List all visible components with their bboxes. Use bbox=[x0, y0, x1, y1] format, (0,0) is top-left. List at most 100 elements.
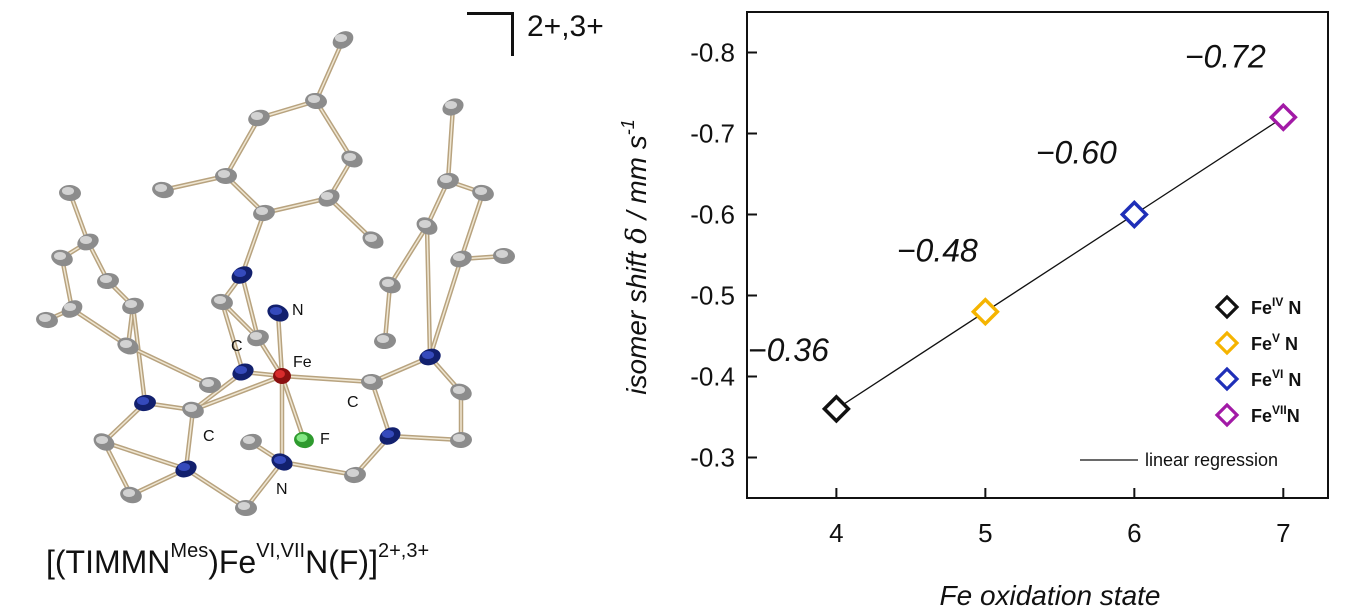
carbon-atom-highlight bbox=[63, 303, 77, 311]
regression-line bbox=[836, 116, 1284, 410]
carbon-atom-highlight bbox=[242, 436, 256, 444]
data-point-marker bbox=[821, 394, 851, 424]
carbon-atom-highlight bbox=[250, 112, 264, 120]
bond-highlight bbox=[426, 225, 431, 358]
data-point-marker bbox=[1119, 200, 1149, 229]
carbon-atom-highlight bbox=[61, 187, 75, 195]
bond-highlight bbox=[447, 106, 454, 182]
bond-highlight bbox=[281, 375, 373, 383]
data-point-marker bbox=[970, 297, 1000, 327]
atom-label-f: F bbox=[320, 431, 330, 448]
data-point-label: −0.72 bbox=[1185, 38, 1266, 74]
molecular-structure: N Fe C C C F N bbox=[36, 31, 515, 517]
carbon-atom-highlight bbox=[452, 434, 466, 442]
carbon-atom-highlight bbox=[320, 192, 334, 200]
x-tick-label: 4 bbox=[829, 518, 843, 548]
y-axis-label: isomer shift δ / mm s-1 bbox=[618, 119, 653, 395]
isomer-shift-chart: -0.3 -0.4 -0.5 -0.6 -0.7 -0.8 4 5 6 7 −0.36 −0.48… bbox=[618, 11, 1329, 611]
bond-highlight bbox=[127, 345, 211, 386]
x-tick-label: 6 bbox=[1127, 518, 1141, 548]
carbon-atom-highlight bbox=[119, 340, 133, 348]
bond-highlight bbox=[221, 301, 244, 373]
bond-highlight bbox=[460, 192, 484, 260]
carbon-atom-highlight bbox=[184, 404, 198, 412]
data-point-label: −0.60 bbox=[1036, 135, 1117, 171]
nitrogen-atom-highlight bbox=[177, 463, 191, 471]
bond-highlight bbox=[389, 225, 428, 286]
legend-entry: FeVI N bbox=[1251, 367, 1301, 390]
bond-highlight bbox=[241, 274, 259, 339]
atom-label-n-top: N bbox=[292, 302, 304, 319]
atom-label-n-bottom: N bbox=[276, 481, 288, 498]
bond-highlight bbox=[71, 308, 129, 347]
carbon-atom-highlight bbox=[364, 234, 378, 242]
bond-highlight bbox=[69, 192, 89, 243]
bond-highlight bbox=[61, 257, 73, 310]
caption-ox: VI,VII bbox=[256, 540, 306, 562]
bond-highlight bbox=[429, 258, 462, 358]
bond-highlight bbox=[225, 117, 260, 177]
atom-label-c-left: C bbox=[231, 338, 243, 355]
y-tick-label: -0.4 bbox=[690, 362, 735, 392]
plot-frame bbox=[746, 11, 1329, 499]
bond-highlight bbox=[281, 375, 305, 441]
nitrogen-atom-highlight bbox=[269, 307, 283, 315]
carbon-atom-highlight bbox=[201, 379, 215, 387]
carbon-atom-highlight bbox=[154, 184, 168, 192]
caption-mes: Mes bbox=[170, 540, 209, 562]
caption-fe: )Fe bbox=[208, 544, 257, 580]
atom-label-fe: Fe bbox=[293, 354, 312, 371]
carbon-atom-highlight bbox=[53, 252, 67, 260]
x-axis-label: Fe oxidation state bbox=[939, 580, 1160, 611]
y-tick-label: -0.8 bbox=[690, 38, 735, 68]
y-axis-label-delta: δ bbox=[620, 227, 653, 244]
carbon-atom-highlight bbox=[444, 101, 458, 109]
bond-highlight bbox=[277, 312, 283, 377]
caption-charge: 2+,3+ bbox=[377, 540, 430, 562]
carbon-atom-highlight bbox=[255, 207, 269, 215]
bond-highlight bbox=[185, 409, 194, 470]
carbon-atom-highlight bbox=[213, 296, 227, 304]
legend-regression-label: linear regression bbox=[1145, 450, 1278, 470]
carbon-atom-highlight bbox=[376, 335, 390, 343]
bond-highlight bbox=[103, 441, 187, 470]
carbon-atom-highlight bbox=[343, 153, 357, 161]
legend-marker bbox=[1214, 402, 1240, 428]
y-tick-label: -0.5 bbox=[690, 281, 735, 311]
carbon-atom-highlight bbox=[249, 332, 263, 340]
bond-highlight bbox=[192, 375, 283, 411]
bond-highlight bbox=[185, 468, 247, 509]
data-point-marker bbox=[1268, 102, 1298, 132]
nitrogen-atom-highlight bbox=[381, 430, 395, 438]
carbon-atom-highlight bbox=[334, 34, 348, 42]
carbon-atom-highlight bbox=[237, 502, 251, 510]
y-tick-label: -0.6 bbox=[690, 200, 735, 230]
carbon-atom-highlight bbox=[307, 95, 321, 103]
nitrogen-atom-highlight bbox=[233, 269, 247, 277]
fluorine-atom-highlight bbox=[296, 434, 308, 442]
bond-highlight bbox=[103, 441, 132, 496]
legend: FeIV N FeV N FeVI N FeVIIN linear regression bbox=[1080, 294, 1301, 470]
atom-label-c-right: C bbox=[347, 394, 359, 411]
y-axis-label-exponent: -1 bbox=[618, 119, 638, 135]
bond-highlight bbox=[281, 461, 356, 476]
bond-highlight bbox=[371, 381, 391, 437]
carbon-atom-highlight bbox=[381, 279, 395, 287]
carbon-atom-highlight bbox=[95, 436, 109, 444]
carbon-atom-highlight bbox=[495, 250, 509, 258]
nitrogen-atom-highlight bbox=[421, 351, 435, 359]
atom-label-c-bottom: C bbox=[203, 428, 215, 445]
caption-open: [(TIMMN bbox=[46, 544, 171, 580]
charge-label: 2+,3+ bbox=[527, 10, 604, 43]
caption-nf: N(F)] bbox=[305, 544, 378, 580]
carbon-atom-highlight bbox=[79, 236, 93, 244]
carbon-atom-highlight bbox=[122, 489, 136, 497]
legend-marker bbox=[1214, 330, 1240, 356]
data-point-label: −0.36 bbox=[748, 332, 829, 368]
bond-highlight bbox=[245, 461, 283, 509]
charge-bracket bbox=[467, 12, 514, 56]
y-axis-label-unit: / mm s bbox=[621, 135, 652, 227]
legend-entry: FeVIIN bbox=[1251, 403, 1300, 426]
carbon-atom-highlight bbox=[346, 469, 360, 477]
bond-highlight bbox=[263, 197, 330, 214]
